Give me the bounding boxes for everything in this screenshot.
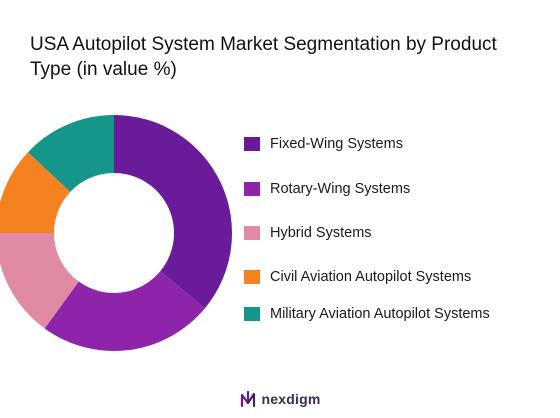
legend-item-3: Hybrid Systems	[244, 223, 372, 243]
chart-title: USA Autopilot System Market Segmentation…	[30, 34, 497, 80]
legend-label: Fixed-Wing Systems	[270, 136, 403, 152]
legend-label: Civil Aviation Autopilot Systems	[270, 269, 472, 285]
donut-slice-5	[27, 115, 114, 192]
legend-swatch	[244, 137, 260, 151]
legend-item-1: Fixed-Wing Systems	[244, 134, 403, 154]
legend-label: Military Aviation Autopilot Systems	[270, 306, 490, 322]
legend-swatch	[244, 270, 260, 284]
donut-slice-2	[44, 271, 205, 351]
legend-swatch	[244, 307, 260, 321]
donut-slice-3	[0, 233, 79, 329]
legend-swatch	[244, 182, 260, 196]
donut-slice-4	[0, 152, 71, 233]
legend-label: Rotary-Wing Systems	[270, 181, 411, 197]
nexdigm-logo-icon	[240, 390, 255, 408]
legend-label: Hybrid Systems	[270, 225, 372, 241]
donut-slice-1	[114, 115, 232, 309]
brand-name: nexdigm	[261, 391, 321, 407]
legend-item-2: Rotary-Wing Systems	[244, 179, 410, 199]
legend-swatch	[244, 226, 260, 240]
brand-footer: nexdigm	[0, 390, 560, 408]
legend-item-4: Civil Aviation Autopilot Systems	[244, 267, 471, 287]
legend-item-5: Military Aviation Autopilot Systems	[244, 304, 490, 324]
